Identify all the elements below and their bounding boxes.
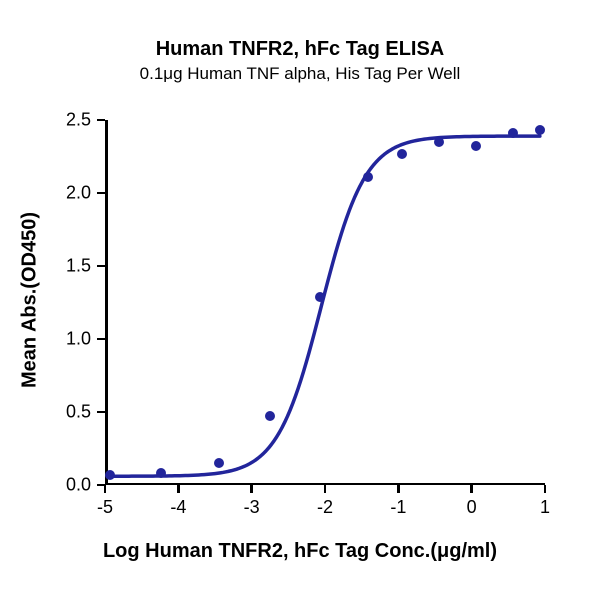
y-tick-label: 1.5 — [66, 256, 91, 277]
data-point — [434, 137, 444, 147]
y-tick — [97, 338, 105, 341]
x-axis-label: Log Human TNFR2, hFc Tag Conc.(μg/ml) — [0, 540, 600, 563]
x-tick-label: 0 — [467, 497, 477, 518]
y-tick — [97, 119, 105, 122]
y-tick-label: 2.5 — [66, 110, 91, 131]
chart-title: Human TNFR2, hFc Tag ELISA — [0, 38, 600, 61]
y-tick-label: 0.0 — [66, 475, 91, 496]
data-point — [214, 458, 224, 468]
y-axis-label: Mean Abs.(OD450) — [19, 212, 42, 388]
y-tick — [97, 192, 105, 195]
data-point — [156, 468, 166, 478]
y-tick — [97, 265, 105, 268]
x-tick — [544, 485, 547, 493]
x-tick-label: -1 — [390, 497, 406, 518]
x-tick-label: 1 — [540, 497, 550, 518]
x-tick — [250, 485, 253, 493]
y-tick — [97, 411, 105, 414]
data-point — [363, 172, 373, 182]
x-tick-label: -2 — [317, 497, 333, 518]
elisa-chart: Human TNFR2, hFc Tag ELISA 0.1μg Human T… — [0, 0, 600, 591]
data-point — [105, 470, 115, 480]
x-tick — [177, 485, 180, 493]
y-tick-label: 0.5 — [66, 402, 91, 423]
x-tick-label: -4 — [170, 497, 186, 518]
data-point — [265, 411, 275, 421]
data-point — [397, 149, 407, 159]
y-tick-label: 2.0 — [66, 183, 91, 204]
y-tick-label: 1.0 — [66, 329, 91, 350]
x-tick-label: -3 — [244, 497, 260, 518]
data-point — [471, 141, 481, 151]
data-point — [535, 125, 545, 135]
x-tick — [470, 485, 473, 493]
data-point — [508, 128, 518, 138]
x-tick — [324, 485, 327, 493]
x-tick — [397, 485, 400, 493]
x-tick-label: -5 — [97, 497, 113, 518]
fit-curve — [105, 120, 545, 485]
plot-area: 0.00.51.01.52.02.5-5-4-3-2-101 — [105, 120, 545, 485]
x-tick — [104, 485, 107, 493]
chart-subtitle: 0.1μg Human TNF alpha, His Tag Per Well — [0, 64, 600, 84]
data-point — [315, 292, 325, 302]
